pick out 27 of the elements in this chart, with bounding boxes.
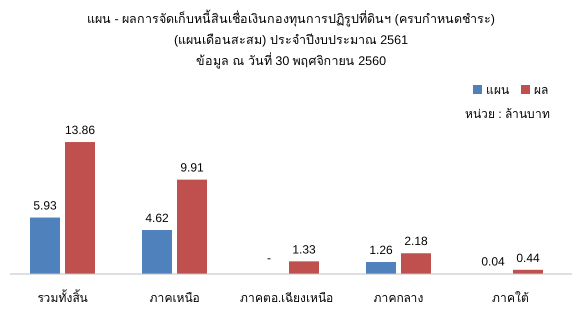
- data-label: 0.44: [516, 250, 540, 265]
- x-tick-label: ภาคตอ.เฉียงเหนือ: [240, 291, 334, 305]
- data-label: 13.86: [64, 123, 96, 138]
- x-tick-label: ภาคใต้: [492, 291, 529, 305]
- data-label: 9.91: [180, 160, 204, 175]
- data-label: 0.04: [481, 254, 505, 269]
- bar: [366, 262, 396, 274]
- bar: [401, 253, 431, 274]
- bar: [30, 218, 60, 274]
- text: -: [267, 251, 271, 265]
- text: หน่วย : ล้านบาท: [464, 107, 550, 121]
- legend-label: ผล: [534, 83, 548, 97]
- chart-subtitle: (แผนเดือนสะสม) ประจำปีงบประมาณ 2561 ข้อมูล ณ วันที่ 30 พฤศจิกายน 2560: [174, 33, 408, 69]
- bar: [289, 261, 319, 274]
- data-label: 2.18: [404, 234, 428, 248]
- legend-label: แผน: [486, 83, 509, 97]
- chart-title: แผน - ผลการจัดเก็บหนี้สินเชื่อเงินกองทุนการปฏิรูปที่ดินฯ (ครบกำหนดชำระ): [87, 9, 495, 27]
- data-label: 5.93: [33, 198, 57, 213]
- x-tick-label: รวมทั้งสิ้น: [38, 289, 88, 305]
- data-label: 1.33: [292, 242, 316, 256]
- x-tick-label: ภาคเหนือ: [150, 291, 200, 305]
- bar: [177, 180, 207, 274]
- data-label: 4.62: [145, 211, 169, 226]
- x-tick-label: ภาคกลาง: [374, 291, 424, 305]
- bar: [65, 142, 95, 274]
- bar: [142, 230, 172, 274]
- data-label: 1.26: [369, 243, 393, 258]
